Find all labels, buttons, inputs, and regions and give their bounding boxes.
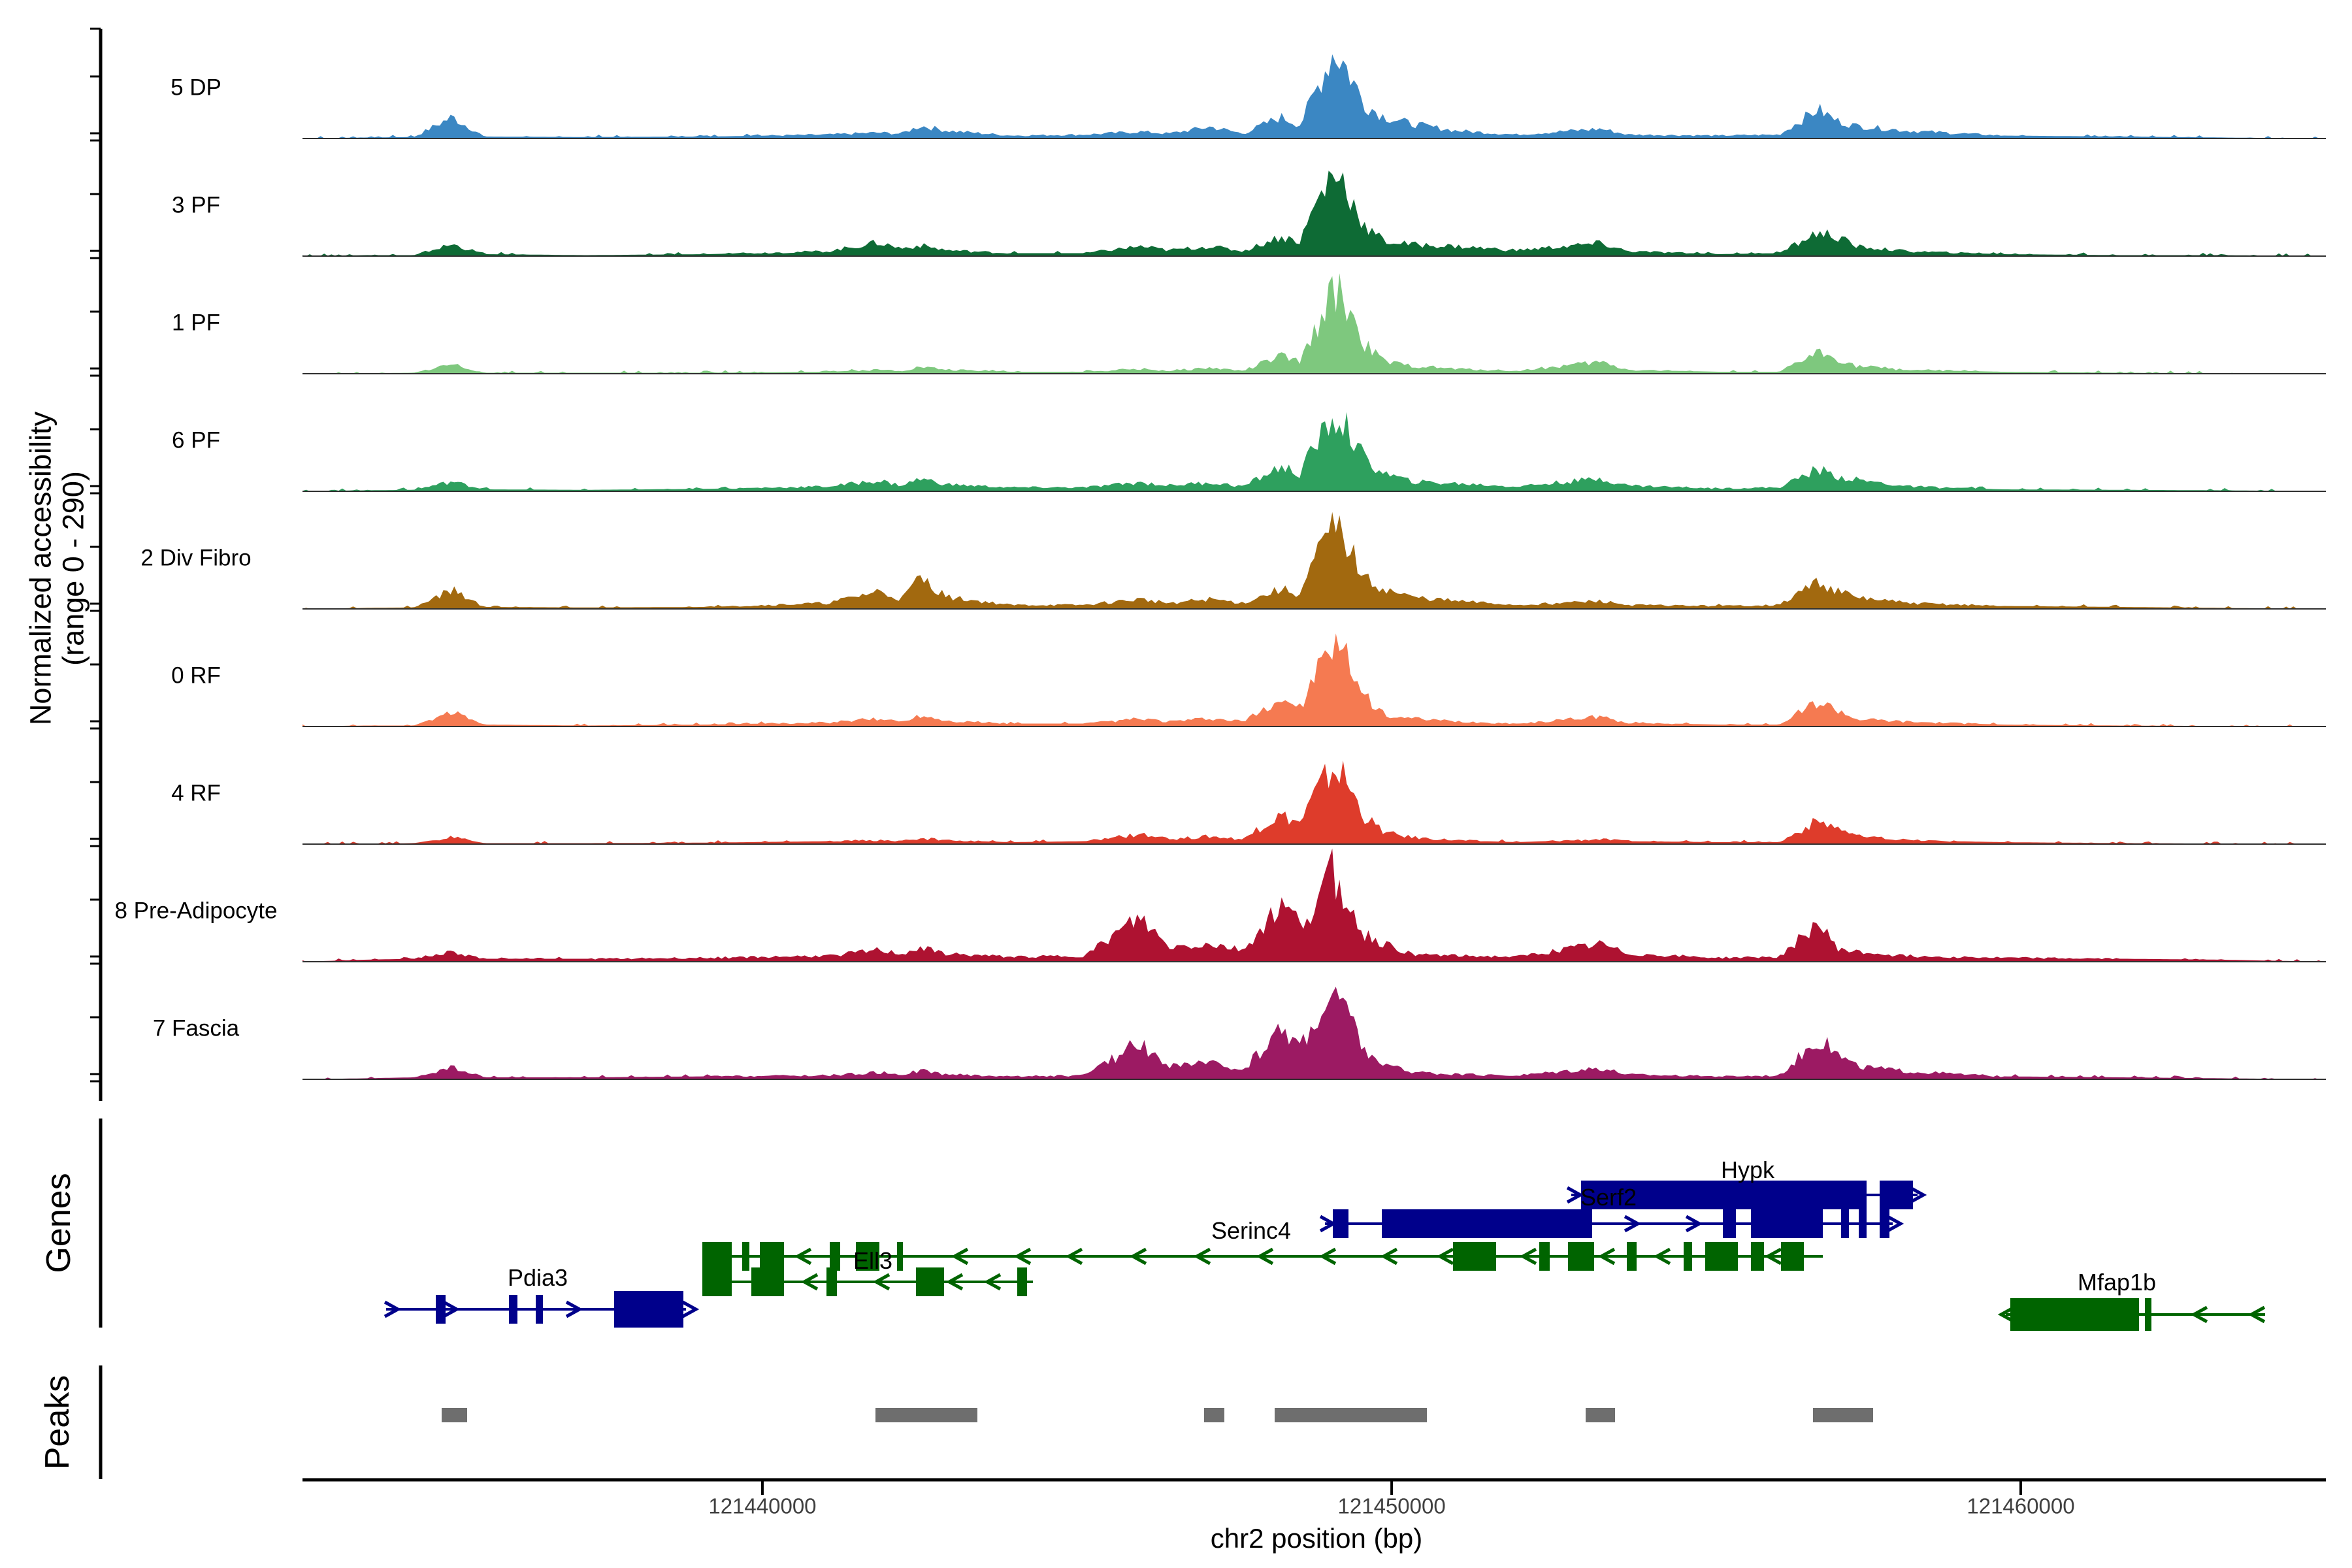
gene-strand-arrow-icon	[1318, 1247, 1337, 1266]
gene-exon-Ell3	[1017, 1267, 1027, 1296]
gene-exon-Serinc4	[760, 1242, 784, 1271]
gene-strand-arrow-icon	[1129, 1247, 1147, 1266]
gene-strand-arrow-icon	[1909, 1186, 1927, 1204]
gene-exon-Serinc4	[702, 1242, 732, 1271]
gene-exon-Mfap1b	[2145, 1298, 2151, 1331]
gene-exon-Serf2	[1723, 1209, 1736, 1238]
gene-exon-Serf2	[1859, 1209, 1867, 1238]
coverage-track-2	[302, 273, 2326, 374]
gene-strand-arrow-icon	[1436, 1247, 1454, 1266]
coverage-track-1	[302, 171, 2326, 256]
gene-exon-Serinc4	[1453, 1242, 1496, 1271]
gene-strand-arrow-icon	[681, 1300, 700, 1318]
gene-strand-arrow-icon	[1065, 1247, 1083, 1266]
gene-exon-Ell3	[751, 1267, 784, 1296]
gene-exon-Ell3	[826, 1267, 837, 1296]
gene-exon-Pdia3	[536, 1295, 543, 1324]
gene-strand-arrow-icon	[872, 1273, 890, 1291]
gene-exon-Serinc4	[1705, 1242, 1738, 1271]
gene-strand-arrow-icon	[384, 1300, 402, 1318]
gene-exon-Mfap1b	[2010, 1298, 2139, 1331]
gene-strand-arrow-icon	[1685, 1215, 1703, 1233]
coverage-track-7	[302, 848, 2326, 962]
gene-strand-arrow-icon	[2247, 1305, 2266, 1324]
gene-exon-Serinc4	[1568, 1242, 1594, 1271]
gene-strand-arrow-icon	[945, 1273, 964, 1291]
gene-exon-Serf2	[1841, 1209, 1849, 1238]
gene-exon-Ell3	[702, 1267, 732, 1296]
gene-exon-Serinc4	[1781, 1242, 1804, 1271]
gene-strand-arrow-icon	[1380, 1247, 1398, 1266]
gene-strand-arrow-icon	[565, 1300, 583, 1318]
coverage-track-0	[302, 54, 2326, 139]
gene-strand-arrow-icon	[1764, 1247, 1782, 1266]
coverage-track-8	[302, 987, 2326, 1079]
gene-strand-arrow-icon	[442, 1300, 461, 1318]
gene-exon-Hypk	[1880, 1181, 1913, 1209]
gene-exon-Serinc4	[1751, 1242, 1764, 1271]
gene-strand-arrow-icon	[951, 1247, 969, 1266]
coverage-track-4	[302, 512, 2326, 609]
gene-exon-Serinc4	[856, 1242, 879, 1271]
gene-strand-arrow-icon	[1256, 1247, 1274, 1266]
gene-strand-arrow-icon	[2190, 1305, 2208, 1324]
peak-region	[1275, 1408, 1427, 1422]
gene-strand-arrow-icon	[1886, 1215, 1904, 1233]
gene-exon-Pdia3	[436, 1295, 446, 1324]
coverage-track-6	[302, 760, 2326, 844]
gene-exon-Serf2	[1382, 1209, 1592, 1238]
gene-exon-Serinc4	[1684, 1242, 1692, 1271]
gene-strand-arrow-icon	[794, 1247, 812, 1266]
gene-exon-Serf2	[1751, 1209, 1823, 1238]
gene-exon-Serinc4	[830, 1242, 840, 1271]
gene-exon-Serinc4	[1627, 1242, 1637, 1271]
gene-exon-Serinc4	[1539, 1242, 1550, 1271]
gene-strand-arrow-icon	[1566, 1186, 1584, 1204]
gene-strand-arrow-icon	[1519, 1247, 1537, 1266]
coverage-track-5	[302, 633, 2326, 727]
gene-strand-arrow-icon	[1193, 1247, 1211, 1266]
coverage-track-3	[302, 412, 2326, 491]
gene-exon-Serf2	[1880, 1209, 1889, 1238]
peak-region	[1813, 1408, 1873, 1422]
gene-exon-Ell3	[916, 1267, 944, 1296]
peak-region	[875, 1408, 977, 1422]
gene-exon-Serinc4	[897, 1242, 903, 1271]
peak-region	[1586, 1408, 1615, 1422]
gene-exon-Serinc4	[742, 1242, 749, 1271]
gene-strand-arrow-icon	[983, 1273, 1002, 1291]
gene-strand-arrow-icon	[1624, 1215, 1642, 1233]
gene-exon-Hypk	[1581, 1181, 1867, 1209]
gene-strand-arrow-icon	[1653, 1247, 1671, 1266]
gene-exon-Pdia3	[614, 1291, 683, 1328]
gene-strand-arrow-icon	[1597, 1247, 1616, 1266]
gene-strand-arrow-icon	[1997, 1305, 2016, 1324]
gene-exon-Serf2	[1333, 1209, 1348, 1238]
peak-region	[1204, 1408, 1224, 1422]
gene-exon-Pdia3	[509, 1295, 517, 1324]
gene-strand-arrow-icon	[800, 1273, 819, 1291]
peak-region	[442, 1408, 467, 1422]
gene-strand-arrow-icon	[1013, 1247, 1032, 1266]
